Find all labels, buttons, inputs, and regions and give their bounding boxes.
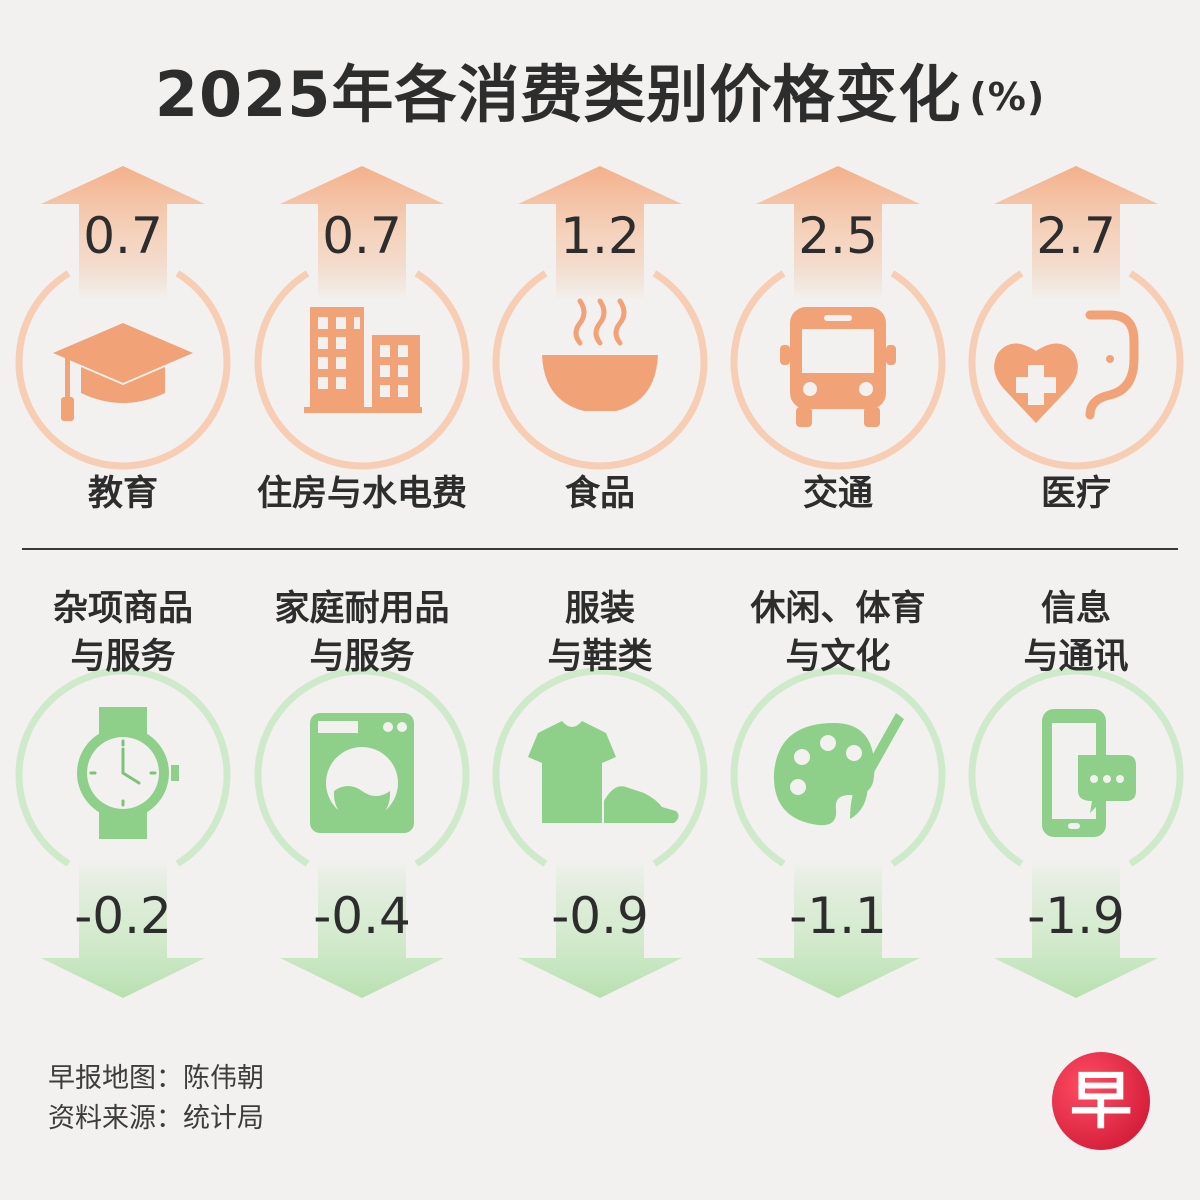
palette-brush-icon <box>773 713 904 826</box>
increase-arrow <box>280 166 444 300</box>
decrease-ring <box>968 667 1184 867</box>
value-label-up-1: 0.7 <box>83 207 163 265</box>
divider <box>22 548 1178 550</box>
value-label-down-1: -0.2 <box>74 887 172 945</box>
source-credit: 资料来源：统计局 <box>48 1103 264 1134</box>
category-label-food: 食品 <box>564 474 635 514</box>
increase-ring <box>730 270 946 470</box>
wristwatch-icon <box>77 707 179 839</box>
increase-ring <box>968 270 1184 470</box>
category-label-line2: 与服务 <box>309 637 415 677</box>
category-label-line1: 休闲、体育 <box>750 589 926 629</box>
phone-chat-icon <box>1042 709 1136 837</box>
graduation-cap-icon <box>53 323 193 421</box>
category-label-line1: 家庭耐用品 <box>274 589 450 629</box>
chart-title: 2025年各消费类别价格变化 (%) <box>0 44 1200 134</box>
decrease-arrow <box>518 860 682 998</box>
value-label-up-5: 2.7 <box>1036 207 1116 265</box>
zaobao-logo: 早 <box>1052 1052 1150 1150</box>
decrease-arrow <box>756 860 920 998</box>
category-label-line1: 服装 <box>564 589 635 629</box>
heart-stethoscope-icon <box>994 310 1139 423</box>
category-label-line1: 杂项商品 <box>52 589 193 629</box>
decrease-ring <box>15 667 231 867</box>
title-unit: (%) <box>969 75 1046 119</box>
shirt-shoe-icon <box>528 721 679 823</box>
category-label-transport: 交通 <box>802 474 873 514</box>
value-label-down-2: -0.4 <box>313 887 411 945</box>
decrease-arrow <box>994 860 1158 998</box>
food-bowl-icon <box>542 298 658 411</box>
decrease-ring <box>730 667 946 867</box>
category-label-misc: 杂项商品 与服务 <box>8 585 238 681</box>
category-label-communication: 信息 与通讯 <box>961 585 1191 681</box>
decrease-arrow <box>41 860 205 998</box>
bus-icon <box>780 307 896 427</box>
value-label-down-5: -1.9 <box>1027 887 1125 945</box>
increase-arrow <box>994 166 1158 300</box>
increase-ring <box>15 270 231 470</box>
category-label-clothing: 服装 与鞋类 <box>485 585 715 681</box>
value-label-up-2: 0.7 <box>322 207 402 265</box>
category-label-line2: 与通讯 <box>1023 637 1129 677</box>
category-label-education: 教育 <box>87 474 158 514</box>
increase-arrow <box>756 166 920 300</box>
category-label-line1: 信息 <box>1040 589 1111 629</box>
category-label-recreation: 休闲、体育 与文化 <box>723 585 953 681</box>
value-label-up-4: 2.5 <box>798 207 878 265</box>
category-label-healthcare: 医疗 <box>1040 474 1111 514</box>
increase-ring <box>492 270 708 470</box>
washing-machine-icon <box>310 713 414 833</box>
category-label-line2: 与文化 <box>785 637 891 677</box>
decrease-ring <box>492 667 708 867</box>
title-text: 2025年各消费类别价格变化 <box>154 58 962 131</box>
category-label-housing: 住房与水电费 <box>256 474 467 514</box>
value-label-down-4: -1.1 <box>789 887 887 945</box>
buildings-icon <box>304 307 422 413</box>
increase-ring <box>254 270 470 470</box>
category-label-line2: 与服务 <box>70 637 176 677</box>
increase-arrow <box>41 166 205 300</box>
decrease-ring <box>254 667 470 867</box>
value-label-down-3: -0.9 <box>551 887 649 945</box>
category-label-household: 家庭耐用品 与服务 <box>247 585 477 681</box>
value-label-up-3: 1.2 <box>560 207 640 265</box>
map-credit: 早报地图：陈伟朝 <box>48 1063 264 1094</box>
decrease-arrow <box>280 860 444 998</box>
increase-arrow <box>518 166 682 300</box>
category-label-line2: 与鞋类 <box>547 637 653 677</box>
